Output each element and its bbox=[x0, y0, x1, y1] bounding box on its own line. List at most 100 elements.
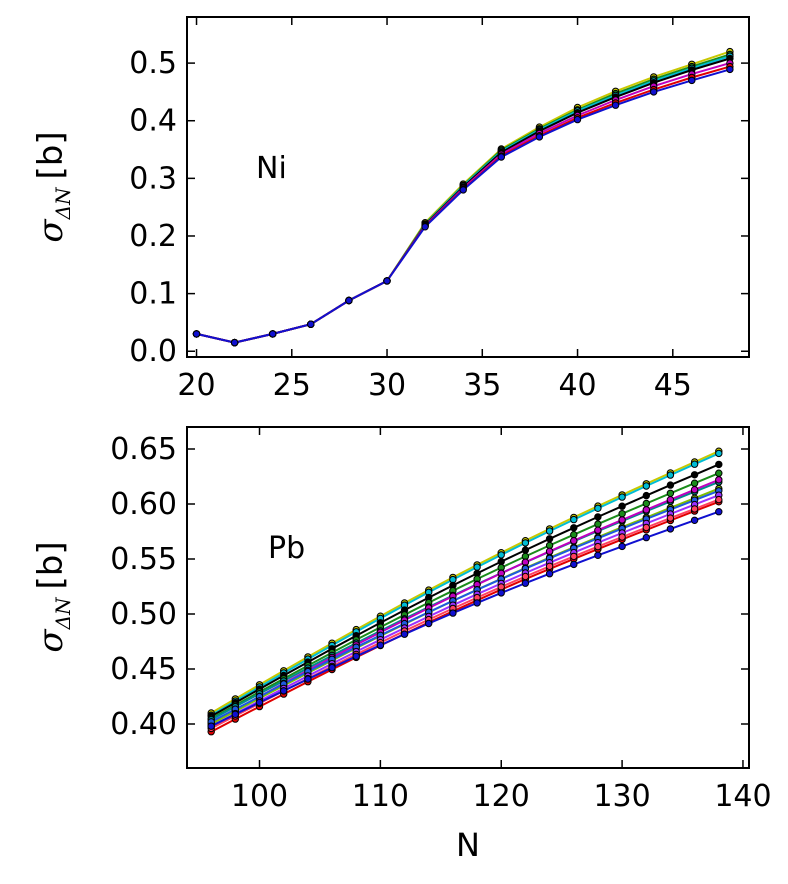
data-point bbox=[594, 526, 602, 534]
data-point bbox=[666, 525, 675, 533]
data-point bbox=[383, 277, 391, 285]
series-line-cyan bbox=[196, 55, 731, 344]
axes-frame bbox=[186, 16, 750, 358]
data-point bbox=[690, 479, 699, 487]
series-line-red bbox=[196, 65, 731, 344]
data-point bbox=[573, 115, 582, 124]
series-line-black bbox=[210, 463, 720, 718]
data-point bbox=[642, 499, 650, 508]
data-point bbox=[688, 76, 696, 85]
data-point bbox=[594, 504, 602, 512]
data-point bbox=[304, 675, 312, 683]
ni-panel: 20 25 30 35 40 45 0.0 0.1 0.2 0.3 0.4 0.5 Ni σΔN [b] bbox=[31, 16, 750, 403]
data-point bbox=[618, 542, 626, 551]
data-point bbox=[666, 481, 675, 489]
series-line-magenta bbox=[196, 62, 731, 344]
x-tick-label: 120 bbox=[473, 779, 530, 814]
data-point bbox=[207, 722, 215, 730]
data-point bbox=[715, 469, 723, 477]
data-point bbox=[497, 557, 505, 566]
data-point bbox=[726, 65, 734, 74]
data-point bbox=[545, 535, 554, 543]
data-point bbox=[545, 570, 554, 578]
data-point bbox=[345, 296, 353, 305]
data-point bbox=[521, 546, 530, 554]
y-tick-label: 0.3 bbox=[129, 161, 177, 196]
data-point bbox=[618, 516, 626, 524]
panel-annotation: Ni bbox=[256, 151, 287, 186]
y-axis-label: σΔN [b] bbox=[31, 131, 75, 242]
data-point bbox=[642, 491, 650, 500]
data-point bbox=[642, 482, 650, 490]
y-axis-label-symbol: σ bbox=[31, 629, 71, 653]
data-point bbox=[666, 496, 675, 504]
y-axis-label: σΔN [b] bbox=[31, 541, 75, 652]
data-point bbox=[280, 687, 288, 695]
data-point bbox=[425, 619, 433, 628]
data-point bbox=[521, 572, 530, 581]
data-point bbox=[594, 513, 602, 521]
y-tick-label: 0.60 bbox=[110, 487, 177, 522]
data-point bbox=[521, 579, 530, 587]
series-line-black bbox=[196, 57, 731, 344]
data-point bbox=[535, 133, 544, 141]
data-point bbox=[715, 508, 723, 516]
x-tick-label: 40 bbox=[558, 368, 596, 403]
data-point bbox=[255, 698, 264, 707]
y-tick-label: 0.5 bbox=[129, 46, 177, 81]
series-line-cyan bbox=[210, 452, 720, 717]
y-tick-label: 0.2 bbox=[129, 219, 177, 254]
series-line-blue2 bbox=[210, 489, 720, 723]
data-point bbox=[570, 537, 578, 545]
data-point bbox=[328, 663, 336, 672]
data-point bbox=[666, 489, 675, 497]
data-point bbox=[715, 476, 723, 484]
data-point bbox=[642, 533, 650, 542]
data-point bbox=[690, 505, 699, 513]
data-point bbox=[545, 527, 554, 535]
axes-frame bbox=[186, 426, 750, 769]
data-point bbox=[473, 563, 481, 571]
x-tick-label: 25 bbox=[273, 368, 311, 403]
data-point bbox=[570, 560, 578, 569]
data-point bbox=[497, 551, 505, 559]
data-point bbox=[231, 710, 240, 718]
y-axis-label-subscript: ΔN bbox=[51, 596, 75, 630]
x-tick-label: 140 bbox=[714, 779, 771, 814]
y-axis-label-unit: [b] bbox=[31, 131, 71, 179]
y-tick-label: 0.45 bbox=[110, 652, 177, 687]
data-point bbox=[307, 320, 315, 328]
x-tick-label: 20 bbox=[177, 368, 215, 403]
y-tick-label: 0.40 bbox=[110, 707, 177, 742]
data-point bbox=[611, 101, 620, 109]
data-point bbox=[666, 514, 675, 522]
data-point bbox=[473, 599, 481, 607]
series-line-green bbox=[196, 53, 731, 344]
data-point bbox=[570, 524, 578, 532]
data-point bbox=[650, 88, 658, 96]
data-point bbox=[570, 531, 578, 539]
data-point bbox=[642, 523, 650, 532]
data-point bbox=[690, 471, 699, 479]
data-point bbox=[497, 583, 505, 591]
series-line-violet bbox=[210, 494, 720, 728]
data-point bbox=[594, 542, 602, 551]
data-point bbox=[715, 460, 723, 469]
y-tick-label: 0.0 bbox=[129, 334, 177, 369]
data-point bbox=[690, 460, 699, 468]
data-point bbox=[715, 449, 723, 458]
data-point bbox=[352, 652, 360, 660]
series-line-yellow bbox=[210, 450, 720, 714]
y-tick-label: 0.50 bbox=[110, 597, 177, 632]
panel-annotation: Pb bbox=[268, 531, 305, 566]
data-point bbox=[594, 551, 602, 559]
y-tick-label: 0.65 bbox=[110, 432, 177, 467]
series-line-yellow bbox=[196, 50, 731, 344]
data-point bbox=[421, 223, 429, 231]
series-line-red bbox=[210, 500, 720, 733]
data-point bbox=[618, 502, 626, 510]
data-point bbox=[269, 330, 277, 338]
x-tick-label: 45 bbox=[654, 368, 692, 403]
y-axis-label-symbol: σ bbox=[31, 219, 71, 243]
data-point bbox=[545, 547, 554, 555]
